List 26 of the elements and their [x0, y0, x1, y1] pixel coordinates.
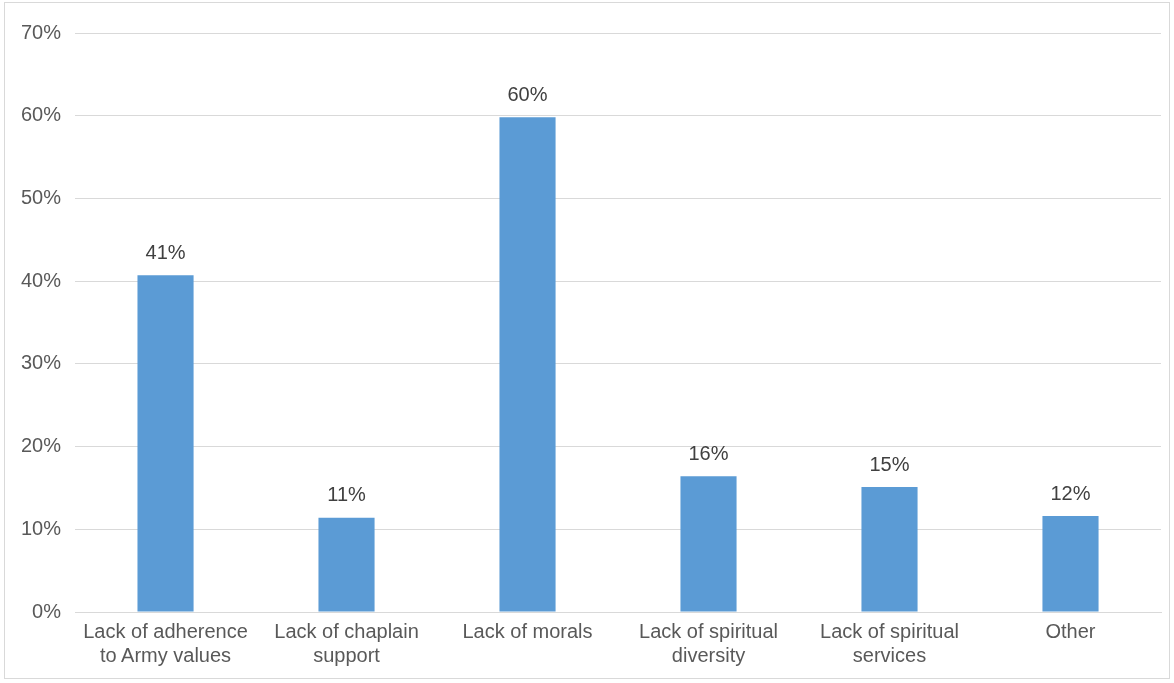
data-label: 16%	[688, 441, 729, 464]
data-label: 41%	[145, 240, 186, 263]
x-tick-label: Lack of chaplain support	[274, 619, 419, 666]
x-tick-label: Lack of spiritual diversity	[639, 619, 778, 666]
bar	[680, 476, 737, 612]
y-tick-label: 0%	[32, 599, 62, 622]
y-tick-label: 50%	[21, 185, 62, 208]
data-label: 60%	[507, 82, 548, 105]
data-label: 15%	[869, 452, 910, 475]
y-tick-label: 40%	[21, 268, 62, 291]
bar	[137, 275, 194, 612]
x-tick-label: Lack of adherence to Army values	[83, 619, 248, 666]
bar	[318, 517, 375, 612]
bar	[499, 117, 556, 612]
y-tick-label: 10%	[21, 516, 62, 539]
bar	[861, 487, 918, 612]
y-tick-label: 30%	[21, 351, 62, 374]
data-label: 11%	[327, 483, 367, 506]
x-tick-label: Other	[1045, 619, 1096, 642]
y-tick-label: 70%	[21, 20, 62, 43]
x-tick-label: Lack of morals	[462, 619, 593, 642]
bar	[1042, 516, 1099, 612]
y-tick-label: 20%	[21, 434, 62, 457]
y-tick-label: 60%	[21, 103, 62, 126]
x-tick-label: Lack of spiritual services	[820, 619, 959, 666]
data-label: 12%	[1050, 481, 1091, 504]
